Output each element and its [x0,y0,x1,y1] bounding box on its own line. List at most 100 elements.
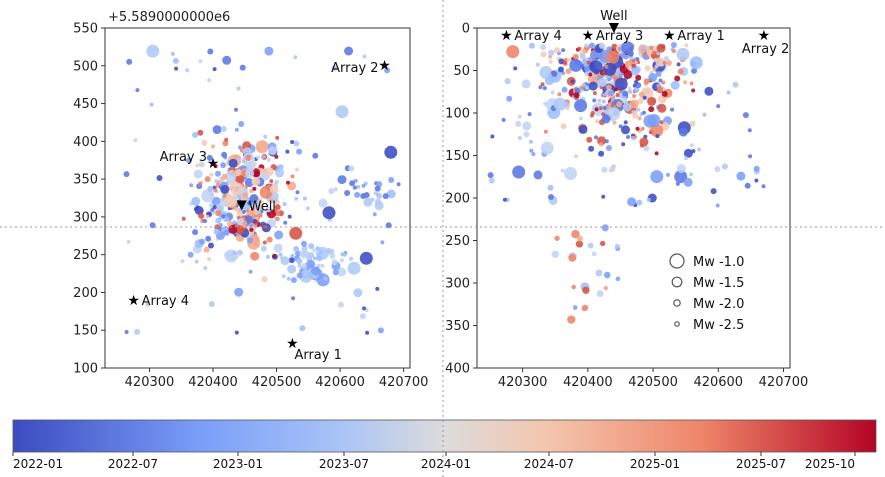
y-tick-label: 200 [445,192,470,207]
event-point [571,284,576,290]
event-point [618,46,622,51]
event-point [290,174,295,179]
event-point [613,87,618,92]
station-marker: ★ [378,58,391,74]
event-point [342,252,347,257]
event-point [594,119,599,124]
event-point [235,174,245,184]
event-point [553,47,560,54]
event-point [588,72,593,77]
event-point [229,182,243,196]
event-point [269,179,274,184]
event-point [572,305,578,310]
event-point [689,56,703,70]
y-tick-label: 300 [445,277,470,292]
event-point [627,86,632,91]
event-point [661,80,666,85]
event-point [213,188,218,193]
event-point [674,170,688,184]
event-point [236,86,241,91]
event-point [554,235,560,241]
event-point [637,98,644,104]
event-point [659,120,664,125]
event-point [581,304,589,311]
event-point [235,225,245,235]
event-point [181,216,186,221]
event-point [264,46,274,56]
event-point [365,330,370,335]
event-point [488,177,495,184]
event-point [655,71,662,77]
event-point [252,219,257,224]
event-point [286,276,291,281]
event-point [599,142,603,147]
event-point [522,121,532,131]
event-point [256,155,261,160]
event-point [323,276,328,281]
event-point [601,166,608,173]
event-point [651,50,656,55]
event-point [222,55,232,65]
event-point [702,112,707,117]
event-point [504,78,511,85]
event-point [293,246,300,252]
event-point [540,51,547,58]
event-point [123,171,130,178]
event-point [540,44,547,51]
event-point [683,80,688,85]
event-point [269,184,279,194]
event-point [197,129,204,136]
event-point [302,196,307,201]
event-point [635,126,640,131]
event-point [684,43,689,48]
event-point [201,189,215,203]
event-point [587,242,594,249]
event-point [609,166,616,172]
event-point [299,325,306,332]
station-marker: ★ [207,156,220,172]
legend-label: Mw -1.0 [693,255,744,270]
event-point [631,63,636,68]
y-tick-label: 400 [73,135,98,150]
event-point [670,80,680,90]
event-point [629,56,634,61]
event-point [761,184,766,189]
y-tick-label: 350 [445,319,470,334]
event-point [261,154,266,159]
y-tick-label: 350 [73,173,98,188]
event-point [290,277,297,284]
event-point [285,149,290,154]
event-point [372,212,377,217]
event-point [248,210,255,217]
colorbar-labels: 2022-01 2022-07 2023-01 2023-07 2024-01 2024-… [12,452,856,471]
event-point [253,202,260,209]
event-point [544,76,554,86]
event-point [604,139,609,144]
event-point [356,184,361,189]
event-point [382,193,389,200]
event-point [239,64,246,71]
event-point [335,105,349,119]
event-point [689,172,693,177]
event-point [601,224,609,232]
event-point [574,154,578,159]
colorbar-label: 2024-07 [524,457,574,471]
map-view-events [123,44,401,335]
colorbar-gradient [12,419,877,453]
event-point [375,286,380,291]
event-point [643,145,650,152]
colorbar-label: 2023-01 [213,457,263,471]
y-tick-label: 250 [445,234,470,249]
event-point [286,180,290,185]
event-point [548,59,553,64]
event-point [551,71,558,77]
y-tick-label: 500 [73,59,98,74]
event-point [316,255,323,262]
event-point [376,193,383,199]
event-point [618,124,623,129]
event-point [303,269,308,273]
event-point [588,42,595,49]
event-point [281,274,286,279]
